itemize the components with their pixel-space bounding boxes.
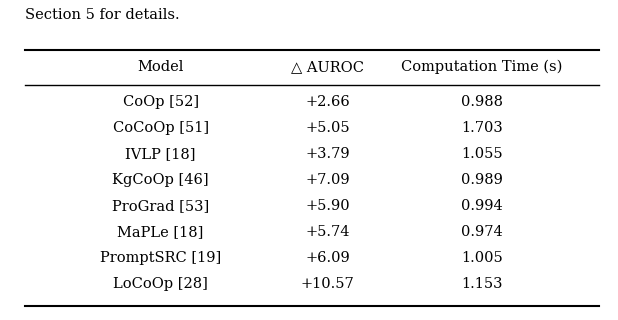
Text: 0.974: 0.974	[461, 225, 503, 239]
Text: 1.005: 1.005	[461, 251, 503, 265]
Text: MaPLe [18]: MaPLe [18]	[117, 225, 204, 239]
Text: 1.153: 1.153	[461, 277, 503, 291]
Text: +5.05: +5.05	[305, 121, 350, 135]
Text: 0.994: 0.994	[461, 199, 503, 213]
Text: +5.74: +5.74	[305, 225, 350, 239]
Text: +10.57: +10.57	[301, 277, 354, 291]
Text: +2.66: +2.66	[305, 95, 350, 109]
Text: CoCoOp [51]: CoCoOp [51]	[112, 121, 209, 135]
Text: IVLP [18]: IVLP [18]	[125, 147, 196, 161]
Text: +7.09: +7.09	[305, 173, 350, 187]
Text: +5.90: +5.90	[305, 199, 350, 213]
Text: LoCoOp [28]: LoCoOp [28]	[113, 277, 208, 291]
Text: Section 5 for details.: Section 5 for details.	[25, 8, 179, 22]
Text: +3.79: +3.79	[305, 147, 350, 161]
Text: CoOp [52]: CoOp [52]	[122, 95, 199, 109]
Text: 0.989: 0.989	[461, 173, 503, 187]
Text: Model: Model	[137, 60, 184, 74]
Text: △ AUROC: △ AUROC	[291, 60, 364, 74]
Text: 0.988: 0.988	[461, 95, 503, 109]
Text: PromptSRC [19]: PromptSRC [19]	[100, 251, 221, 265]
Text: Computation Time (s): Computation Time (s)	[401, 60, 563, 74]
Text: ProGrad [53]: ProGrad [53]	[112, 199, 210, 213]
Text: 1.703: 1.703	[461, 121, 503, 135]
Text: +6.09: +6.09	[305, 251, 350, 265]
Text: KgCoOp [46]: KgCoOp [46]	[112, 173, 209, 187]
Text: 1.055: 1.055	[461, 147, 503, 161]
